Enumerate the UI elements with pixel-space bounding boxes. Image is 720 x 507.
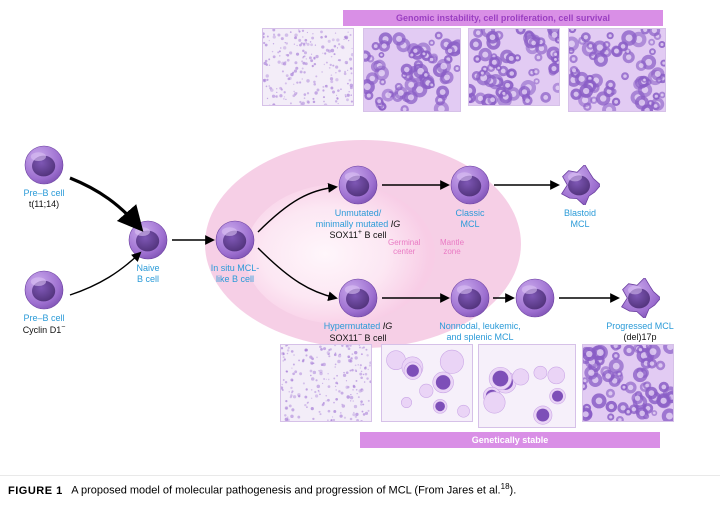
histology-thumb (363, 28, 461, 112)
cell-hyper (338, 278, 378, 318)
label-classic: Classic MCL (415, 208, 525, 229)
figure-caption-tail: ). (510, 485, 517, 497)
figure-caption-text: A proposed model of molecular pathogenes… (71, 485, 500, 497)
label-nonnodal2: Nonnodal, leukemic, and splenic MCL (425, 321, 535, 342)
label-preB_bot: Pre–B cellCyclin D1− (0, 313, 99, 335)
figure-caption: FIGURE 1 A proposed model of molecular p… (0, 475, 720, 507)
top-banner: Genomic instability, cell proliferation,… (343, 10, 663, 26)
mantle-zone-label: Mantle zone (440, 238, 464, 256)
cell-nonnodal2 (515, 278, 555, 318)
histology-thumb (582, 344, 674, 422)
cell-nonnodal1 (450, 278, 490, 318)
cell-preB_bot (24, 270, 64, 310)
histology-thumb (468, 28, 560, 106)
bottom-banner: Genetically stable (360, 432, 660, 448)
figure-citation: 18 (501, 482, 510, 491)
histology-thumb (568, 28, 666, 112)
cell-blastoid (560, 165, 600, 205)
histology-thumb (280, 344, 372, 422)
diagram-stage: Germinal center Mantle zone Genomic inst… (0, 0, 720, 470)
cell-insitu (215, 220, 255, 260)
label-hyper: Hypermutated IGSOX11− B cell (303, 321, 413, 343)
figure-number: FIGURE 1 (8, 485, 63, 497)
cell-naive (128, 220, 168, 260)
cell-preB_top (24, 145, 64, 185)
histology-thumb (381, 344, 473, 422)
cell-unmut (338, 165, 378, 205)
cell-progressed (620, 278, 660, 318)
label-insitu: In situ MCL- like B cell (180, 263, 290, 284)
cell-classic (450, 165, 490, 205)
label-progressed: Progressed MCL(del)17p (585, 321, 695, 342)
histology-thumb (262, 28, 354, 106)
label-blastoid: Blastoid MCL (525, 208, 635, 229)
label-preB_top: Pre–B cellt(11;14) (0, 188, 99, 209)
label-unmut: Unmutated/ minimally mutated IGSOX11+ B … (303, 208, 413, 241)
histology-thumb (478, 344, 576, 428)
